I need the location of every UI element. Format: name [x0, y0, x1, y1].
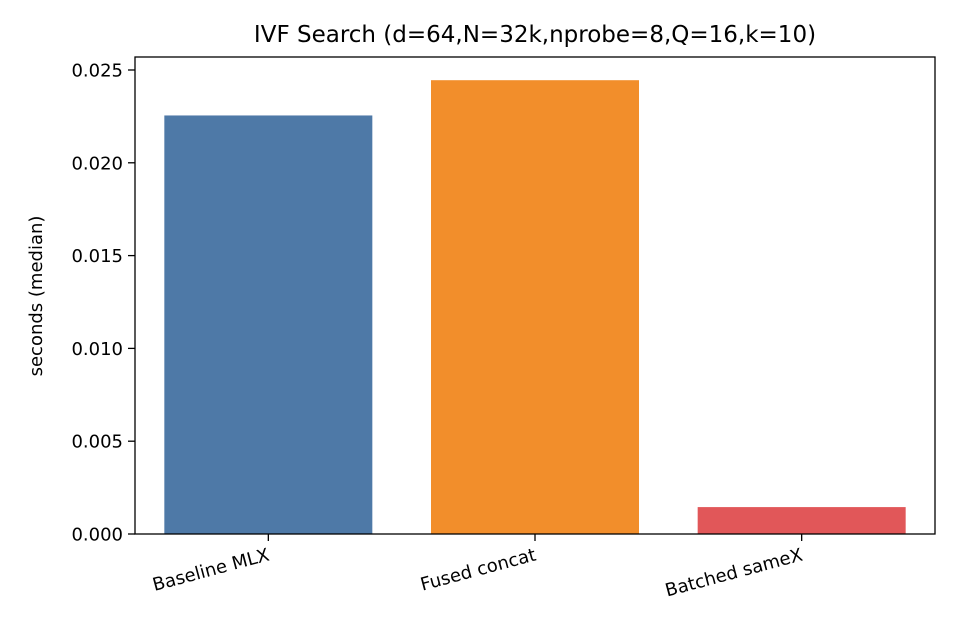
x-tick-label: Fused concat [418, 545, 538, 596]
bar-1 [431, 80, 639, 534]
y-tick-label: 0.025 [71, 60, 123, 81]
bars-group [164, 80, 906, 535]
x-axis-ticks: Baseline MLX Fused concat Batched sameX [150, 534, 805, 601]
x-tick-label: Batched sameX [663, 545, 805, 602]
chart-title: IVF Search (d=64,N=32k,nprobe=8,Q=16,k=1… [254, 22, 816, 48]
y-axis-label: seconds (median) [26, 216, 47, 377]
y-axis-ticks: 0.000 0.005 0.010 0.015 0.020 0.025 [71, 60, 135, 546]
y-tick-label: 0.005 [71, 432, 123, 453]
x-tick-label: Baseline MLX [150, 545, 271, 596]
y-tick-label: 0.010 [71, 339, 123, 360]
y-tick-label: 0.015 [71, 246, 123, 267]
y-tick-label: 0.000 [71, 525, 123, 546]
bar-0 [164, 115, 373, 535]
y-tick-label: 0.020 [71, 153, 123, 174]
bar-2 [697, 507, 906, 534]
